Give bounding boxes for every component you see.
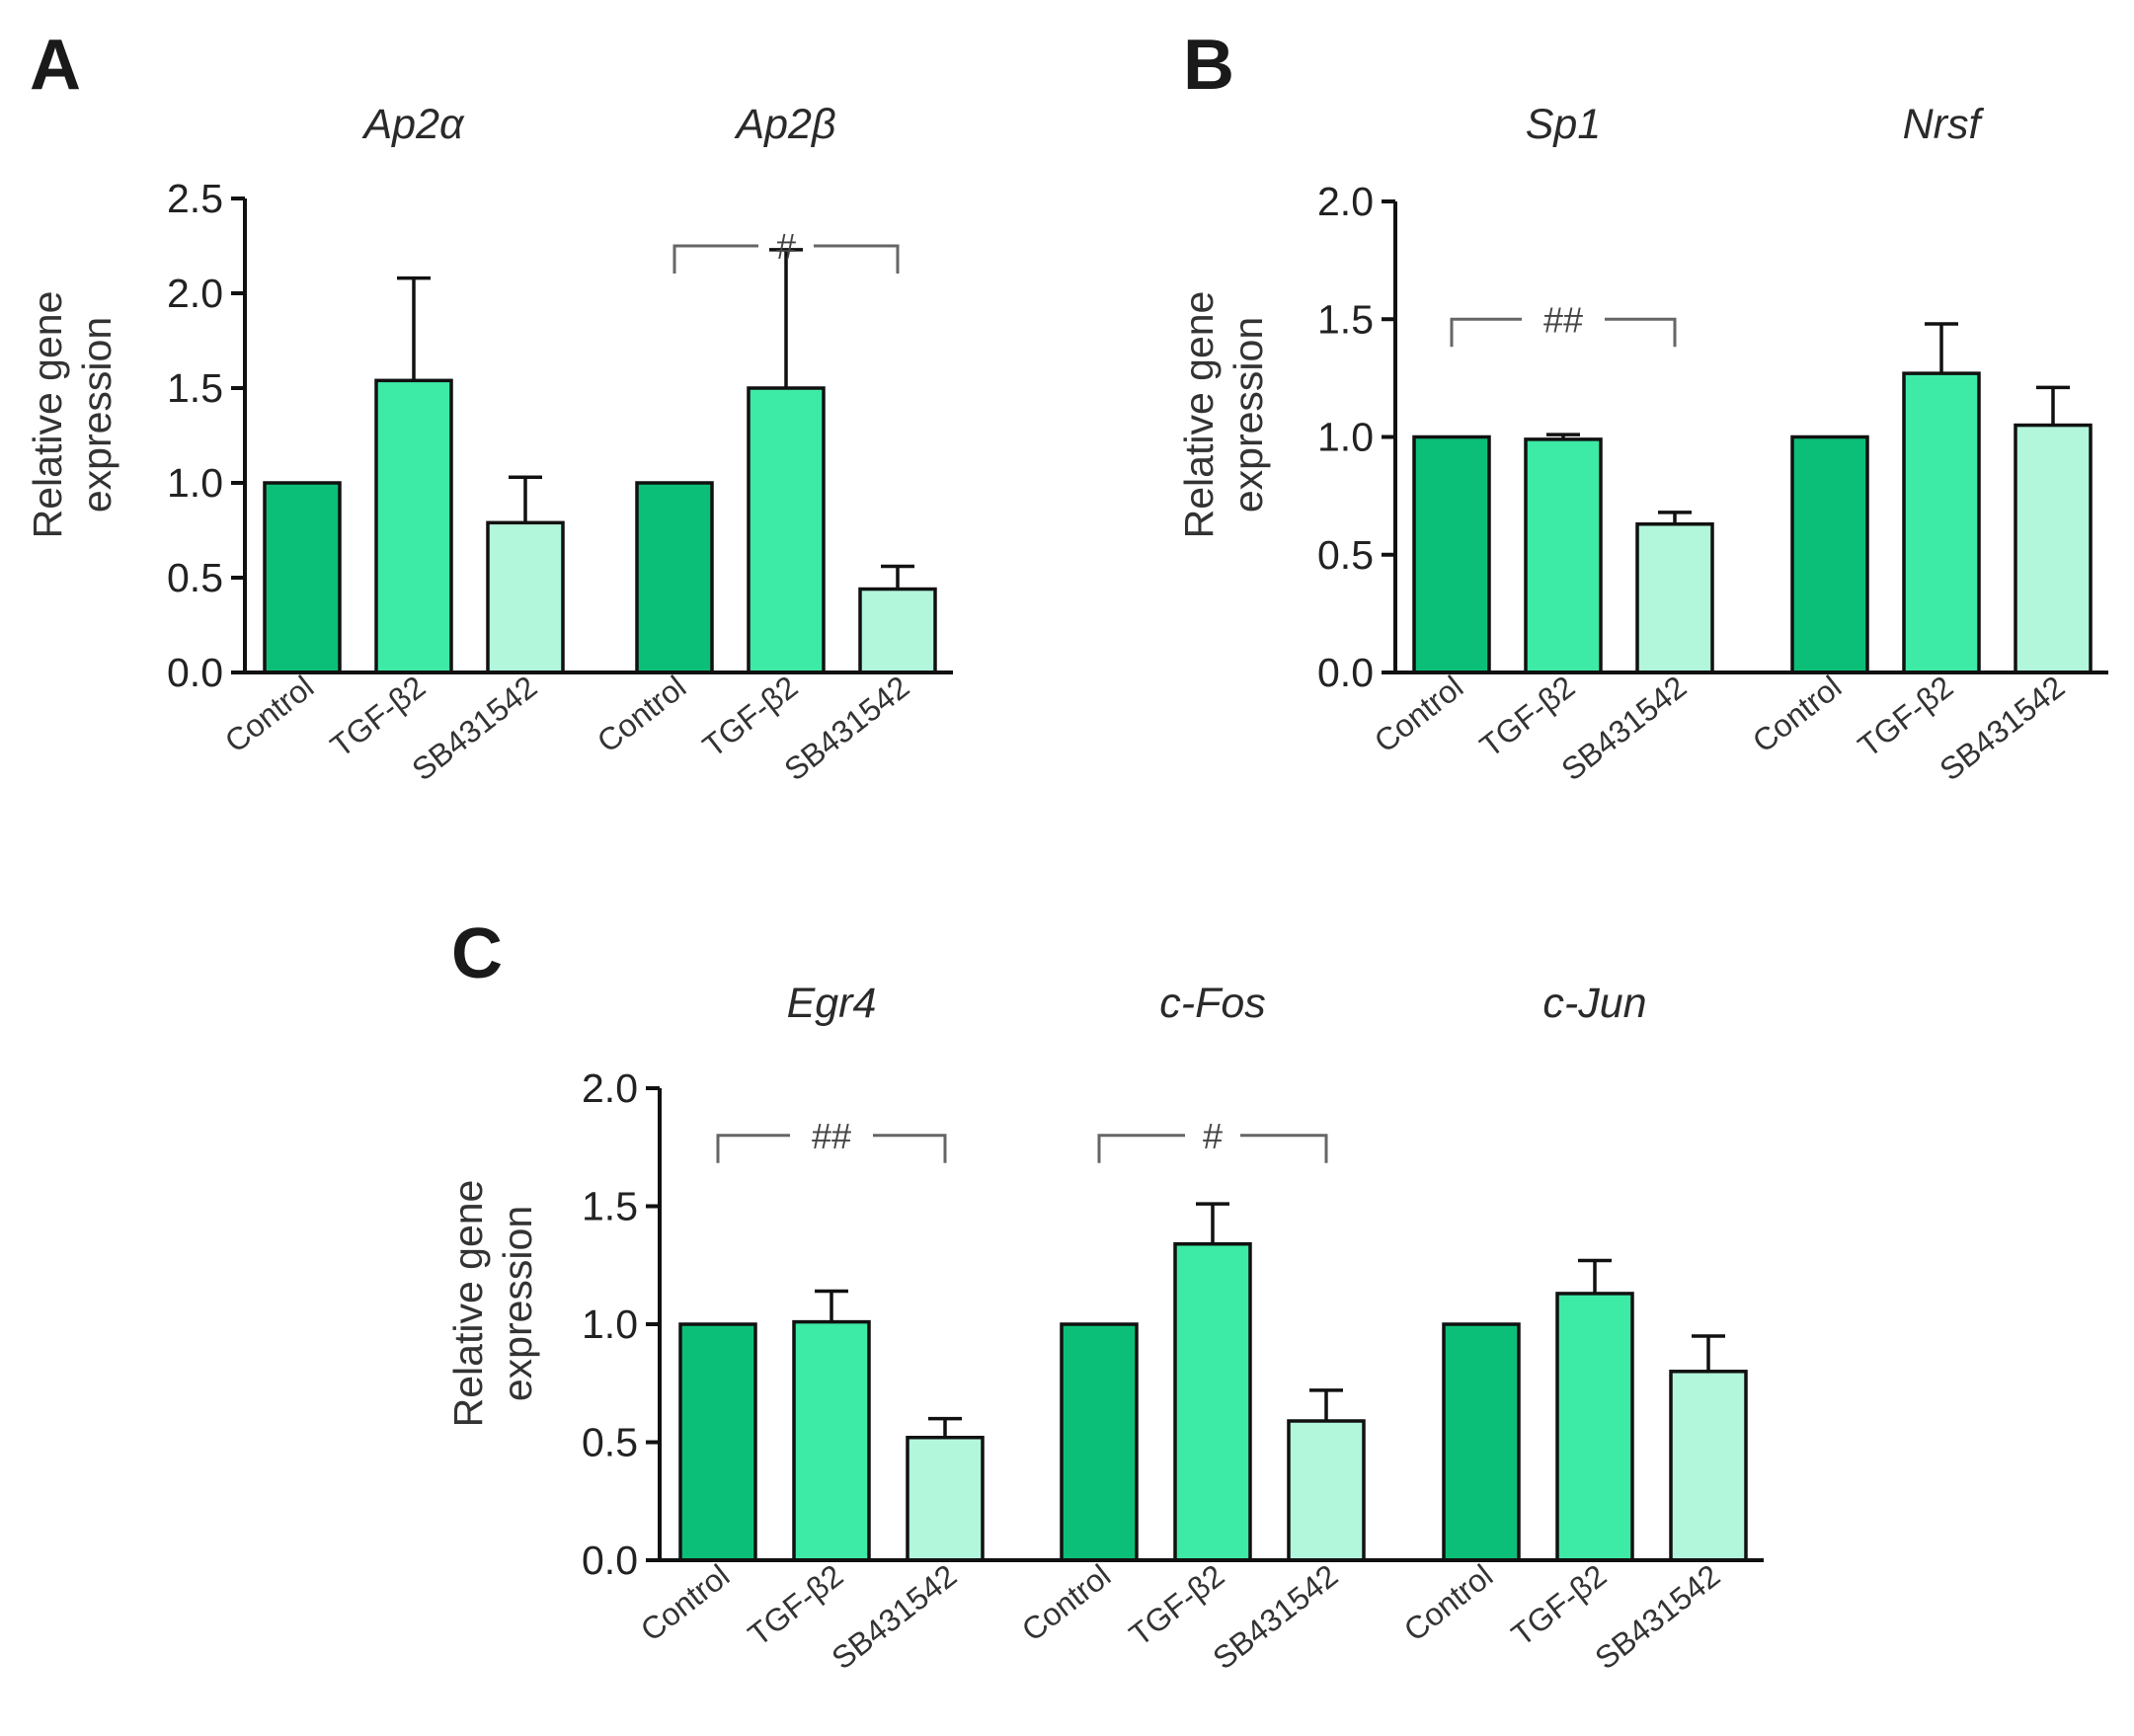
panel-letter: B bbox=[1183, 26, 1234, 105]
category-label: Control bbox=[1015, 1557, 1117, 1648]
bar-tgf bbox=[1173, 1241, 1252, 1562]
y-axis-label: Relative gene bbox=[445, 1180, 491, 1428]
bar-tgf bbox=[1524, 437, 1603, 674]
y-tick-label: 0.0 bbox=[582, 1538, 638, 1583]
category-label: Control bbox=[218, 669, 320, 759]
bracket-left bbox=[716, 1134, 790, 1163]
y-tick-label: 0.0 bbox=[167, 650, 223, 695]
y-tick-label: 0.5 bbox=[167, 555, 223, 600]
y-tick-label: 1.5 bbox=[167, 365, 223, 411]
category-label: TGF-β2 bbox=[1473, 669, 1582, 764]
significance-bracket: ## bbox=[1450, 299, 1677, 348]
category-label: SB431542 bbox=[405, 669, 543, 787]
category-label: Control bbox=[1397, 1557, 1499, 1648]
y-tick-label: 0.5 bbox=[582, 1420, 638, 1465]
bar-sb bbox=[1287, 1419, 1366, 1562]
category-label: SB431542 bbox=[1206, 1557, 1344, 1676]
category-label: TGF-β2 bbox=[696, 669, 805, 764]
bar-tgf bbox=[1555, 1292, 1634, 1562]
y-axis-label: Relative gene bbox=[1176, 291, 1222, 539]
category-label: TGF-β2 bbox=[1505, 1557, 1614, 1653]
y-tick-label: 1.0 bbox=[582, 1302, 638, 1347]
category-label: Control bbox=[634, 1557, 736, 1648]
bar-tgf bbox=[792, 1319, 871, 1562]
bracket-left bbox=[672, 244, 758, 274]
significance-label: # bbox=[776, 226, 796, 267]
y-axis-label: Relative gene bbox=[25, 291, 70, 539]
y-tick-label: 0.0 bbox=[1317, 650, 1374, 695]
panel-b: B Relative gene expression 0.0 0.5 1.0 1.5 2.0 S… bbox=[1176, 26, 2108, 788]
y-tick-label: 2.5 bbox=[167, 176, 223, 221]
bar-sb bbox=[2014, 423, 2093, 674]
significance-label: # bbox=[1203, 1116, 1223, 1156]
significance-bracket: # bbox=[1097, 1116, 1328, 1163]
y-axis-label: expression bbox=[1225, 317, 1271, 513]
y-tick-label: 1.5 bbox=[582, 1184, 638, 1229]
category-label: SB431542 bbox=[777, 669, 915, 787]
y-axis-label: expression bbox=[74, 317, 119, 513]
bar-control bbox=[1790, 434, 1869, 674]
category-label: Control bbox=[1368, 669, 1469, 759]
y-tick-label: 1.5 bbox=[1317, 296, 1374, 342]
bar-sb bbox=[1635, 521, 1714, 674]
bar-control bbox=[1412, 434, 1491, 674]
bar-control bbox=[678, 1322, 757, 1562]
bar-control bbox=[1442, 1322, 1521, 1562]
bar-tgf bbox=[374, 378, 453, 674]
y-axis-label: expression bbox=[495, 1206, 540, 1401]
bracket-right bbox=[1605, 317, 1677, 348]
gene-title: c-Jun bbox=[1542, 980, 1646, 1027]
bracket-right bbox=[814, 244, 900, 274]
panel-letter: C bbox=[451, 914, 503, 993]
bar-control bbox=[635, 481, 714, 674]
gene-title: Nrsf bbox=[1903, 101, 1985, 148]
category-label: SB431542 bbox=[1554, 669, 1693, 787]
y-tick-label: 1.0 bbox=[167, 460, 223, 506]
bracket-left bbox=[1097, 1134, 1185, 1163]
y-tick-label: 2.0 bbox=[1317, 179, 1374, 224]
significance-label: ## bbox=[1543, 299, 1583, 340]
category-label: TGF-β2 bbox=[324, 669, 433, 764]
significance-label: ## bbox=[812, 1116, 851, 1156]
bar-tgf bbox=[1902, 371, 1981, 674]
panel-c: C Relative gene expression 0.0 0.5 1.0 1.5 2.0 E… bbox=[445, 914, 1764, 1677]
bar-sb bbox=[906, 1435, 985, 1562]
bar-control bbox=[263, 481, 342, 674]
panel-letter: A bbox=[30, 26, 81, 105]
bar-control bbox=[1060, 1322, 1139, 1562]
bar-sb bbox=[858, 587, 937, 674]
y-tick-label: 2.0 bbox=[167, 271, 223, 316]
category-label: Control bbox=[1746, 669, 1848, 759]
gene-title: Egr4 bbox=[787, 980, 877, 1027]
category-label: TGF-β2 bbox=[742, 1557, 850, 1653]
category-label: TGF-β2 bbox=[1852, 669, 1960, 764]
bracket-right bbox=[873, 1134, 947, 1163]
y-tick-label: 0.5 bbox=[1317, 532, 1374, 578]
category-label: TGF-β2 bbox=[1123, 1557, 1231, 1653]
category-label: SB431542 bbox=[825, 1557, 963, 1676]
significance-bracket: # bbox=[672, 226, 900, 274]
bar-tgf bbox=[747, 386, 826, 674]
y-tick-label: 1.0 bbox=[1317, 415, 1374, 460]
gene-title: c-Fos bbox=[1159, 980, 1266, 1027]
category-label: SB431542 bbox=[1588, 1557, 1726, 1676]
gene-title: Ap2β bbox=[733, 101, 835, 148]
significance-bracket: ## bbox=[716, 1116, 947, 1163]
category-label: SB431542 bbox=[1933, 669, 2071, 787]
bracket-left bbox=[1450, 317, 1522, 348]
category-label: Control bbox=[591, 669, 692, 759]
bar-sb bbox=[1669, 1370, 1748, 1562]
gene-title: Sp1 bbox=[1526, 101, 1602, 148]
bracket-right bbox=[1240, 1134, 1328, 1163]
y-tick-label: 2.0 bbox=[582, 1065, 638, 1111]
bar-sb bbox=[486, 520, 565, 674]
panel-a: A Relative gene expression 0.0 0.5 1.0 1.5 2.0 2… bbox=[25, 26, 953, 788]
gene-title: Ap2α bbox=[360, 101, 465, 148]
